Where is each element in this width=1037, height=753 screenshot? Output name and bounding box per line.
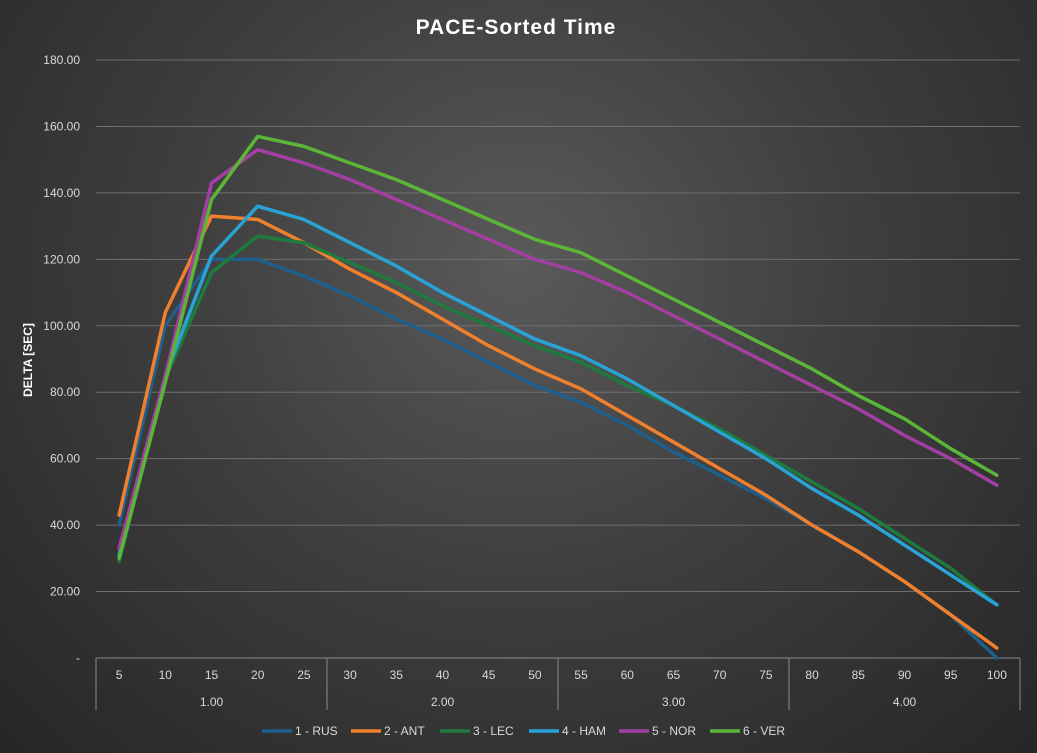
y-tick-label: 180.00	[43, 53, 80, 67]
x-tick-label: 60	[621, 668, 635, 682]
x-tick-label: 25	[297, 668, 311, 682]
x-group-label: 2.00	[431, 695, 455, 709]
legend-label: 6 - VER	[743, 724, 785, 738]
x-tick-label: 90	[898, 668, 912, 682]
x-tick-label: 95	[944, 668, 958, 682]
y-axis-label: DELTA [SEC]	[21, 323, 35, 397]
x-axis: 1.00 2.00 3.00 4.00 5 10 15 20 25 30 35 40 45 50 55 60 6…	[95, 657, 1021, 710]
x-group-label: 1.00	[200, 695, 224, 709]
y-tick-label: -	[76, 651, 80, 665]
series-line-4-ham	[117, 204, 999, 607]
y-tick-label: 40.00	[50, 518, 80, 532]
x-tick-label: 45	[482, 668, 496, 682]
y-tick-label: 120.00	[43, 252, 80, 266]
y-tick-label: 140.00	[43, 186, 80, 200]
legend-label: 3 - LEC	[473, 724, 514, 738]
series-lines	[117, 134, 999, 660]
y-tick-label: 20.00	[50, 585, 80, 599]
x-tick-label: 40	[436, 668, 450, 682]
chart-title: PACE-Sorted Time	[416, 16, 617, 39]
legend-label: 5 - NOR	[652, 724, 696, 738]
y-tick-label: 160.00	[43, 119, 80, 133]
x-tick-label: 55	[574, 668, 588, 682]
y-tick-label: 80.00	[50, 385, 80, 399]
x-group-label: 4.00	[893, 695, 917, 709]
x-tick-label: 15	[205, 668, 219, 682]
series-line-5-nor	[117, 147, 999, 551]
x-tick-label: 5	[116, 668, 123, 682]
legend-label: 2 - ANT	[384, 724, 425, 738]
x-group-label: 3.00	[662, 695, 686, 709]
y-tick-label: 60.00	[50, 452, 80, 466]
series-line-3-lec	[117, 234, 999, 607]
x-tick-label: 75	[759, 668, 773, 682]
x-tick-label: 80	[805, 668, 819, 682]
y-axis-ticks: - 20.00 40.00 60.00 80.00 100.00 120.00 140.00 1…	[43, 53, 80, 665]
x-tick-label: 35	[390, 668, 404, 682]
series-line-6-ver	[117, 134, 999, 561]
x-tick-label: 65	[667, 668, 681, 682]
x-tick-label: 10	[159, 668, 173, 682]
x-tick-label: 20	[251, 668, 265, 682]
x-tick-label: 30	[343, 668, 357, 682]
y-tick-label: 100.00	[43, 319, 80, 333]
x-tick-label: 85	[852, 668, 866, 682]
x-tick-label: 70	[713, 668, 727, 682]
legend: 1 - RUS 2 - ANT 3 - LEC 4 - HAM 5 - NOR 6 - V…	[262, 724, 785, 738]
x-tick-label: 50	[528, 668, 542, 682]
legend-label: 4 - HAM	[562, 724, 606, 738]
gridlines	[96, 59, 1020, 593]
legend-label: 1 - RUS	[295, 724, 338, 738]
x-tick-label: 100	[987, 668, 1007, 682]
series-line-2-ant	[117, 214, 999, 650]
